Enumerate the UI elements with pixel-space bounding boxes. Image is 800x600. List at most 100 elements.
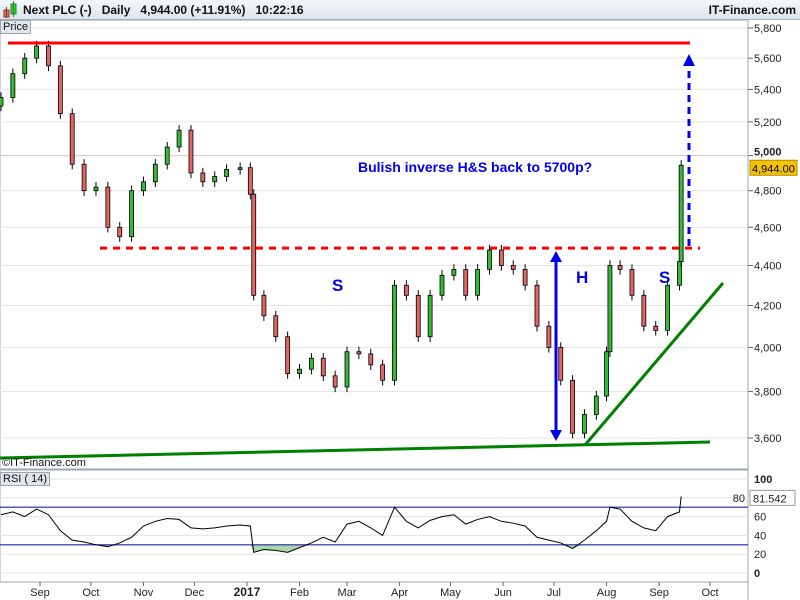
candle [593,395,599,415]
y-tick-label: 5,200 [754,117,782,129]
candle [224,169,229,177]
target-arrow-head [683,54,695,66]
candle [117,226,123,238]
rsi-value-label: 81.542 [753,493,787,505]
candle [356,351,362,355]
x-tick-label: Nov [134,587,154,599]
candle [93,186,99,192]
candle [475,269,481,296]
y-tick-label: 5,000 [754,147,782,159]
x-tick-label: May [440,587,461,599]
y-tick-label: 3,800 [754,387,782,399]
candle [57,65,63,115]
candle [498,249,504,266]
x-tick-label: Feb [290,587,309,599]
candle [534,284,540,327]
candle [320,357,326,377]
candle [463,269,469,296]
x-tick-label: Apr [391,587,408,599]
x-tick-label: Sep [649,587,669,599]
y-tick-label: 4,600 [754,222,782,234]
rsi-tick-label: 0 [754,568,760,580]
candle [308,357,314,370]
x-tick-label: Oct [82,587,99,599]
candle [641,294,647,327]
y-tick-label: 5,600 [754,53,782,65]
x-tick-label: Oct [701,587,718,599]
candle [237,167,243,170]
candle [273,315,279,338]
x-tick-label: Mar [338,587,357,599]
candle [261,294,267,317]
candle [22,57,28,75]
candle [558,347,564,381]
candle [344,351,350,388]
candle [487,249,492,270]
candle [10,73,16,98]
support-trendline [0,440,711,460]
candle [0,97,4,107]
candle [34,45,40,59]
rsi-tick-label: 80 [733,493,745,505]
rsi-tick-label: 100 [754,474,772,486]
last-price-label: 4,944.00 [752,163,795,175]
x-tick-label: Jul [547,587,561,599]
rsi-tick-label: 20 [754,549,766,561]
candle [164,146,170,165]
right-shoulder-label: S [659,268,670,287]
candle [439,274,445,296]
candle [251,193,257,296]
rising-trendline [583,282,725,446]
y-tick-label: 4,000 [754,342,782,354]
candle [69,113,75,165]
brand: IT-Finance.com [708,3,796,17]
candle [368,353,374,366]
candle [415,294,421,338]
candle [81,163,87,192]
candle [604,351,609,397]
chart-title: Next PLC (-) Daily 4,944.00 (+11.91%) 10… [23,3,304,17]
rsi-plot-area [0,469,749,583]
candle [188,129,194,174]
candle [617,265,623,270]
arrow-head-up [550,251,562,262]
candle [403,284,409,296]
left-shoulder-label: S [332,276,343,295]
candle [141,181,146,192]
candle [665,284,670,331]
candle [297,368,302,375]
candle [510,265,516,270]
candle [392,284,397,381]
annotation-text: Bulish inverse H&S back to 5700p? [358,159,592,175]
candle [212,176,218,183]
x-tick-label: Jun [494,587,512,599]
candle [176,129,182,148]
candle [653,325,659,331]
price-plot-area [0,19,749,470]
rsi-tick-label: 40 [754,530,766,542]
candle [129,190,134,238]
copyright: ©IT-Finance.com [2,457,86,469]
x-tick-label: Dec [185,587,205,599]
arrow-head-down [550,430,562,441]
head-label: H [576,268,588,287]
candle [522,269,528,286]
candle [427,294,433,338]
rsi-value-badge [749,489,796,506]
y-tick-label: 4,200 [754,300,782,312]
y-tick-label: 3,600 [754,433,782,445]
y-tick-label: 5,800 [754,23,782,35]
candle [451,269,457,276]
rsi-panel-label: RSI ( 14) [0,472,51,486]
x-tick-label: 2017 [234,585,261,599]
y-tick-label: 4,400 [754,260,782,272]
candle [607,265,613,353]
price-panel-label: Price [0,20,32,34]
candle [582,414,587,434]
candle [629,269,635,296]
x-tick-label: Sep [30,587,50,599]
candle [105,186,111,228]
y-tick-label: 4,800 [754,186,782,198]
candle [678,164,684,262]
